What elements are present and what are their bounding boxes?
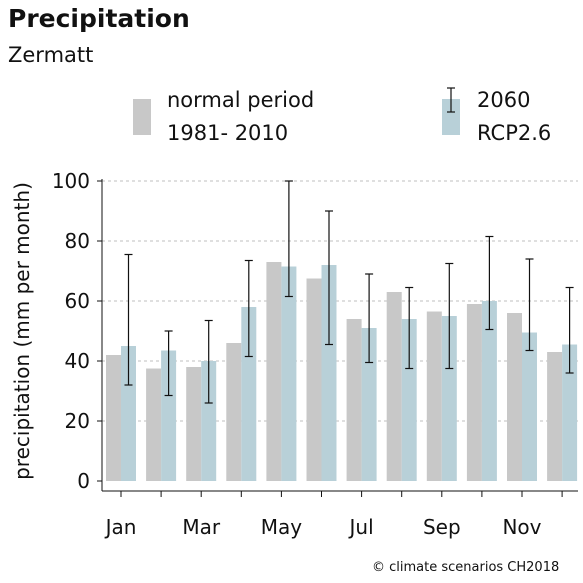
y-tick-label-40: 40 xyxy=(65,349,90,373)
bar-future-sep xyxy=(441,316,457,481)
y-tick-label-100: 100 xyxy=(52,169,90,193)
bar-future-jan xyxy=(121,346,136,481)
bar-future-dec xyxy=(562,344,578,481)
bars xyxy=(106,262,578,481)
x-tick-label-may: May xyxy=(261,515,303,539)
y-tick-label-0: 0 xyxy=(77,469,90,493)
bar-future-mar xyxy=(201,361,217,481)
y-axis-label: precipitation (mm per month) xyxy=(10,182,34,480)
bar-normal-sep xyxy=(426,311,442,481)
y-tick-label-60: 60 xyxy=(65,289,90,313)
bar-normal-jun xyxy=(306,278,322,481)
bar-normal-dec xyxy=(547,352,563,481)
x-tick-label-jan: Jan xyxy=(104,515,137,539)
bar-future-feb xyxy=(161,350,177,481)
bar-normal-nov xyxy=(507,313,522,481)
x-tick-label-nov: Nov xyxy=(502,515,541,539)
y-tick-label-80: 80 xyxy=(65,229,90,253)
credit-text: © climate scenarios CH2018 xyxy=(372,560,560,575)
bar-normal-oct xyxy=(466,304,482,481)
axes: 0 20 40 60 80 100 Jan Mar May Jul Sep Nov xyxy=(52,169,578,539)
bar-future-may xyxy=(281,266,297,481)
bar-future-aug xyxy=(401,319,417,481)
bar-normal-jul xyxy=(346,319,362,481)
bar-normal-jan xyxy=(106,355,121,481)
y-tick-label-20: 20 xyxy=(65,409,90,433)
bar-future-nov xyxy=(522,332,537,481)
bar-normal-apr xyxy=(226,343,242,481)
error-bars xyxy=(124,180,574,404)
x-tick-label-mar: Mar xyxy=(182,515,221,539)
grid-lines xyxy=(102,180,578,422)
bar-future-apr xyxy=(241,307,257,481)
bar-normal-may xyxy=(266,262,282,481)
bar-future-jun xyxy=(321,265,337,481)
bar-normal-feb xyxy=(146,368,162,481)
chart-title: Precipitation xyxy=(8,4,190,33)
bar-future-oct xyxy=(481,301,497,481)
bar-future-jul xyxy=(361,328,377,481)
x-tick-label-jul: Jul xyxy=(348,515,374,539)
chart-subtitle: Zermatt xyxy=(8,43,94,67)
x-tick-label-sep: Sep xyxy=(423,515,461,539)
bar-normal-aug xyxy=(386,292,402,481)
bar-normal-mar xyxy=(186,367,202,481)
